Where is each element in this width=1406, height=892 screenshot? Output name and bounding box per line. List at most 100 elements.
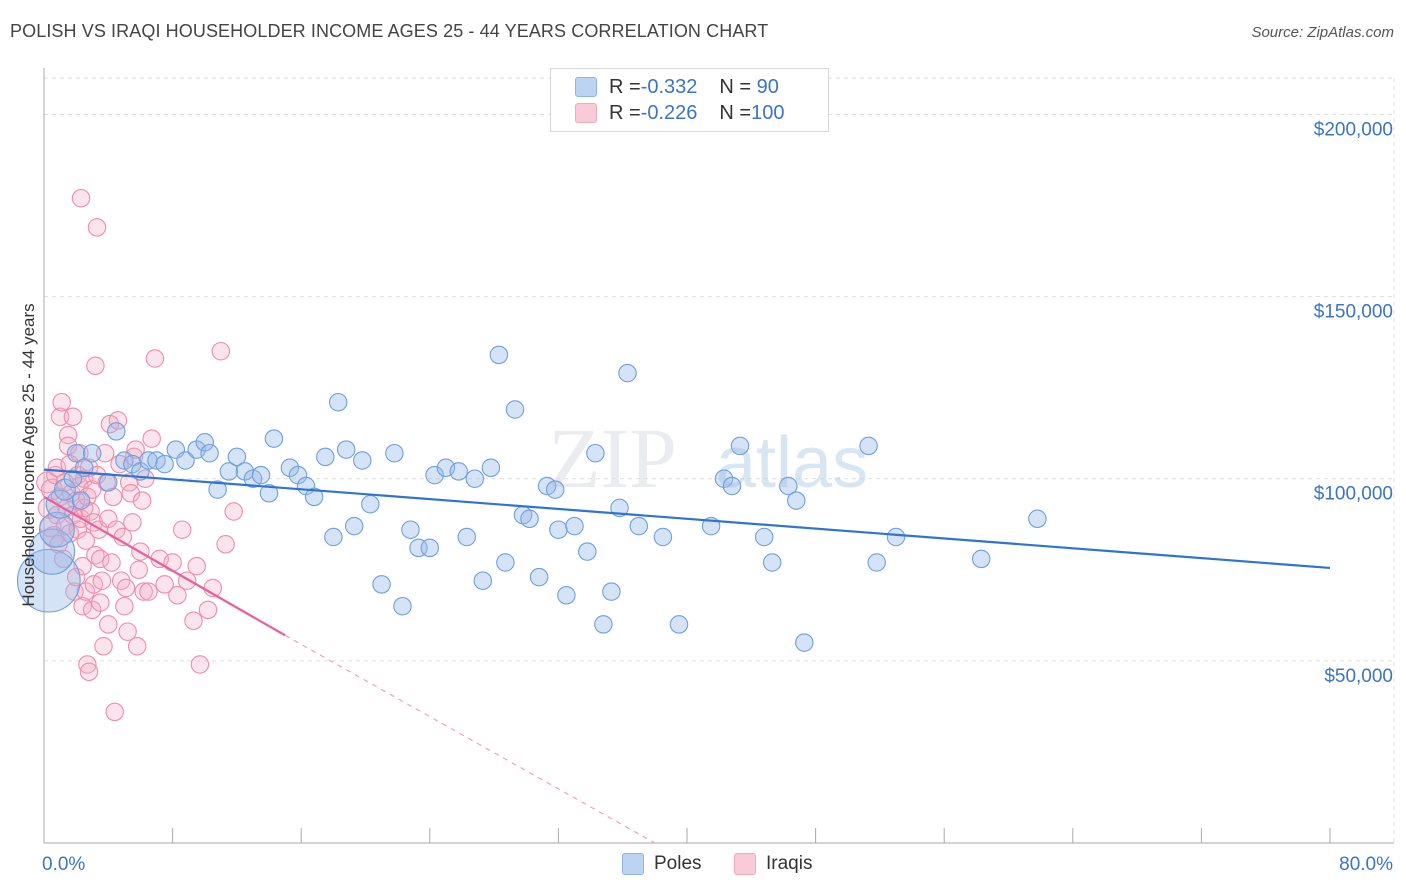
watermark-atlas: atlas <box>716 423 868 503</box>
poles-point <box>361 494 380 514</box>
poles-point <box>425 465 444 485</box>
poles-point <box>489 345 509 365</box>
iraqis-point <box>92 571 112 590</box>
poles-point <box>336 440 356 459</box>
poles-point <box>653 527 673 547</box>
iraqis-point <box>76 582 96 601</box>
iraqis-point <box>86 545 105 565</box>
poles-point <box>401 520 420 539</box>
poles-point <box>38 511 75 548</box>
poles-point <box>971 549 991 569</box>
iraqis-point <box>99 615 118 634</box>
iraqis-point <box>168 586 187 605</box>
poles-point <box>316 447 335 467</box>
poles-point <box>219 462 239 481</box>
iraqis-swatch <box>575 103 597 123</box>
poles-point <box>1028 509 1047 529</box>
iraqis-point <box>91 549 110 569</box>
iraqis-point <box>134 582 153 601</box>
poles-point <box>496 553 515 572</box>
poles-point <box>465 469 485 488</box>
iraqis-point <box>216 535 235 554</box>
iraqis-point <box>127 637 147 656</box>
poles-point <box>549 520 568 539</box>
iraqis-point <box>63 407 83 427</box>
poles-point <box>155 454 174 474</box>
poles-point <box>886 527 906 547</box>
poles-point <box>602 582 621 601</box>
poles-point <box>481 458 501 478</box>
poles-point <box>63 469 83 488</box>
poles-point <box>669 615 689 634</box>
y-tick-label: $100,000 <box>1314 484 1393 505</box>
poles-point <box>227 447 247 467</box>
poles-point <box>629 516 649 536</box>
legend-row-poles: R = -0.332 N = 90 <box>575 74 779 100</box>
legend-r-label: R = <box>609 101 641 124</box>
iraqis-point <box>172 520 192 539</box>
poles-point <box>28 528 76 575</box>
iraqis-point <box>126 440 145 459</box>
poles-point <box>529 567 549 587</box>
legend-item-iraqis: Iraqis <box>734 852 812 876</box>
chart-title: POLISH VS IRAQI HOUSEHOLDER INCOME AGES … <box>10 21 769 41</box>
iraqis-point <box>86 356 105 376</box>
watermark: ZIP atlas <box>548 410 868 506</box>
poles-legend-swatch <box>622 853 644 875</box>
iraqis-point <box>94 637 113 656</box>
legend-item-poles: Poles <box>622 852 702 876</box>
poles-point <box>393 596 412 616</box>
poles-point <box>520 509 539 529</box>
poles-point <box>730 436 750 456</box>
legend-r-label: R = <box>609 75 641 98</box>
poles-point <box>53 478 76 501</box>
y-tick-label: $50,000 <box>1324 666 1393 687</box>
iraqis-point <box>102 553 121 572</box>
y-axis-label: Householder Income Ages 25 - 44 years <box>19 303 38 607</box>
iraqis-point <box>73 596 92 616</box>
iraqis-point <box>187 556 206 576</box>
y-tick-label: $150,000 <box>1314 302 1393 323</box>
poles-point <box>859 436 878 456</box>
iraqis-point <box>129 560 149 580</box>
poles-legend-label: Poles <box>654 853 702 874</box>
legend-n-label: N = <box>719 75 752 98</box>
iraqis-point <box>145 349 165 368</box>
poles-point <box>195 433 215 452</box>
iraqis-point <box>123 513 142 532</box>
poles-point <box>594 615 613 634</box>
iraqis-point <box>87 218 107 237</box>
iraqis-point <box>132 491 152 510</box>
poles-point <box>473 571 493 590</box>
poles-point <box>586 443 605 463</box>
poles-point <box>353 451 372 470</box>
iraqis-point <box>95 443 115 463</box>
poles-point <box>867 553 886 572</box>
iraqis-point <box>198 600 218 620</box>
iraqis-point <box>52 392 71 412</box>
watermark-zip: ZIP <box>548 410 677 506</box>
poles-point <box>787 491 806 510</box>
iraqis-point <box>115 596 134 616</box>
y-tick-label: $200,000 <box>1314 119 1393 140</box>
poles-point <box>457 527 477 547</box>
iraqis-point <box>116 578 136 598</box>
legend-row-iraqis: R = -0.226 N = 100 <box>575 100 784 126</box>
poles-point <box>420 538 440 558</box>
iraqis-point <box>142 429 161 448</box>
iraqis-trend-line <box>43 495 286 637</box>
poles-point <box>251 465 271 485</box>
iraqis-point <box>50 407 70 427</box>
iraqis-legend-label: Iraqis <box>766 853 813 874</box>
poles-point <box>264 429 284 448</box>
iraqis-point <box>91 593 110 612</box>
poles-point <box>779 476 798 496</box>
iraqis-point <box>82 480 102 499</box>
axis-labels: $50,000 $100,000 $150,000 $200,000 0.0% 80.0% <box>42 119 1393 875</box>
legend-n-value: 90 <box>751 75 779 98</box>
poles-point <box>208 480 227 499</box>
iraqis-point <box>155 575 174 594</box>
poles-point <box>722 476 742 496</box>
iraqis-point <box>118 622 137 641</box>
poles-point <box>795 633 814 652</box>
